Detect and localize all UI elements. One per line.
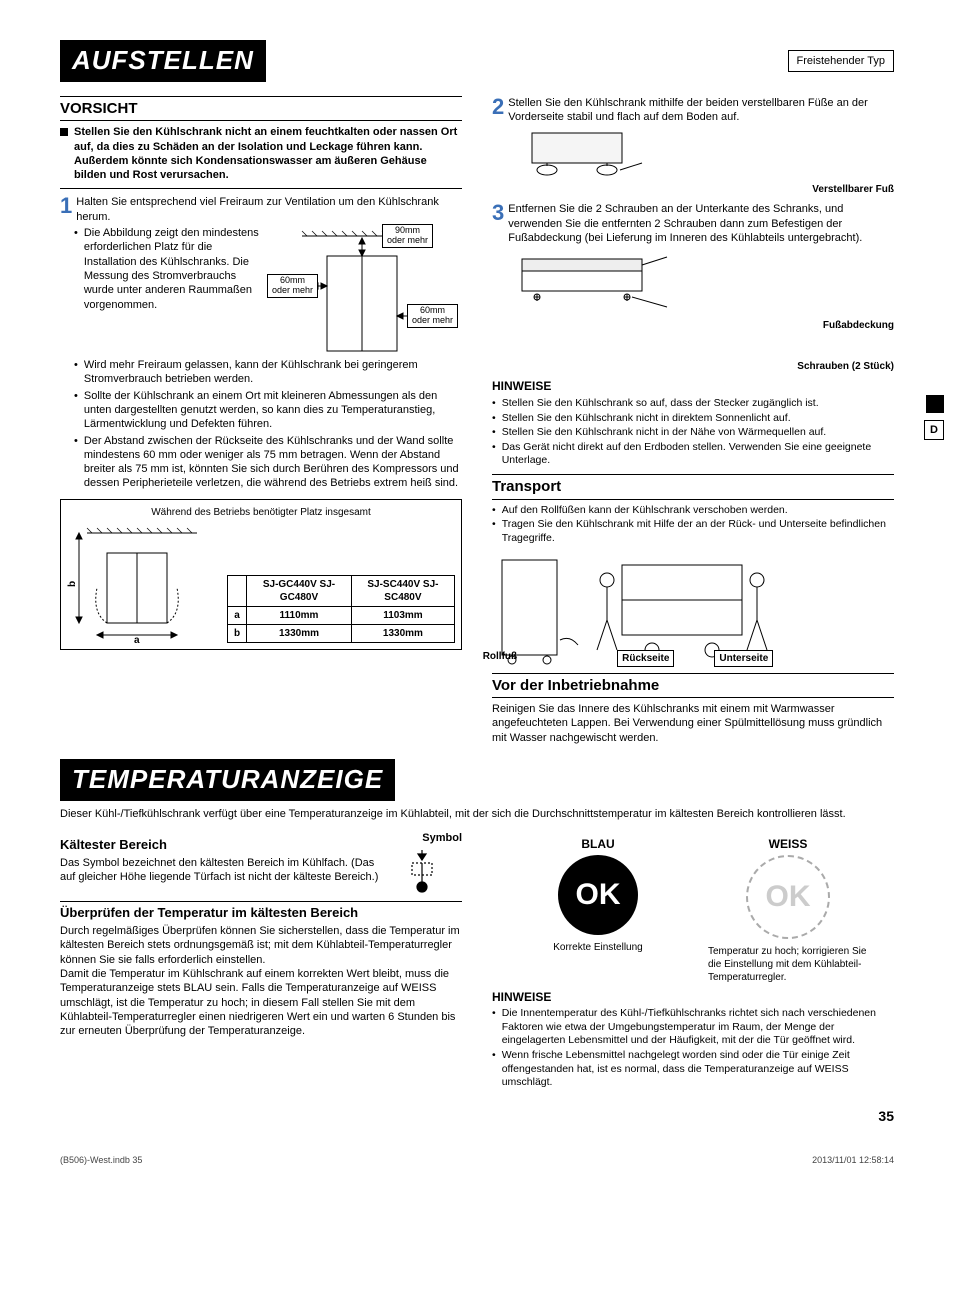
dim-sub-2: oder mehr: [272, 285, 313, 295]
check-title: Überprüfen der Temperatur im kältesten B…: [60, 901, 462, 922]
kb-text: Das Symbol bezeichnet den kältesten Bere…: [60, 856, 392, 885]
section-header-1: AUFSTELLEN Freistehender Typ: [60, 40, 894, 82]
cover-label-1: Fußabdeckung: [492, 319, 894, 332]
type-label: Freistehender Typ: [788, 50, 894, 72]
cell-a1: 1110mm: [247, 606, 352, 624]
transport-title: Transport: [492, 474, 894, 500]
weiss-head: WEISS: [708, 837, 868, 853]
print-footer: (B506)-West.indb 35 2013/11/01 12:58:14: [60, 1155, 894, 1167]
check-text: Durch regelmäßiges Überprüfen können Sie…: [60, 924, 462, 1038]
dim-sub-1: oder mehr: [387, 235, 428, 245]
clearance-figure: 90mmoder mehr 60mmoder mehr 60mmoder meh…: [272, 226, 462, 356]
transport-b2: •Tragen Sie den Kühlschrank mit Hilfe de…: [492, 518, 894, 545]
transport-l3: Unterseite: [714, 650, 773, 667]
blau-head: BLAU: [518, 837, 678, 853]
square-bullet-icon: [60, 128, 68, 136]
step-number-2: 2: [492, 96, 504, 125]
step1-b3: •Sollte der Kühlschrank an einem Ort mit…: [74, 389, 462, 432]
th-1: SJ-GC440V SJ-GC480V: [247, 575, 352, 606]
weiss-caption: Temperatur zu hoch; korrigieren Sie die …: [708, 945, 868, 984]
dim-back: 60mm: [420, 305, 445, 315]
heading-aufstellen: AUFSTELLEN: [60, 40, 266, 82]
hinweise1-b2: •Stellen Sie den Kühlschrank nicht in di…: [492, 412, 894, 426]
step-2: 2 Stellen Sie den Kühlschrank mithilfe d…: [492, 96, 894, 125]
dim-side: 60mm: [280, 275, 305, 285]
kb-title: Kältester Bereich: [60, 837, 392, 854]
dim-sub-3: oder mehr: [412, 315, 453, 325]
language-tab: D: [924, 420, 944, 440]
footer-file: (B506)-West.indb 35: [60, 1155, 142, 1167]
step-3: 3 Entfernen Sie die 2 Schrauben an der U…: [492, 202, 894, 245]
heading-temperatur: TEMPERATURANZEIGE: [60, 759, 395, 801]
space-table: SJ-GC440V SJ-GC480VSJ-SC440V SJ-SC480V a…: [227, 575, 455, 643]
ok-white-icon: OK: [746, 855, 830, 939]
transport-figure: Rollfuß Rückseite Unterseite: [492, 550, 894, 667]
ok-indicators: BLAU OK Korrekte Einstellung WEISS OK Te…: [492, 837, 894, 984]
svg-text:a: a: [134, 635, 140, 643]
vorsicht-text: Stellen Sie den Kühlschrank nicht an ein…: [74, 125, 462, 182]
space-caption: Während des Betriebs benötigter Platz in…: [67, 506, 455, 519]
ok-blue-icon: OK: [558, 855, 638, 935]
blau-caption: Korrekte Einstellung: [518, 941, 678, 954]
vorsicht-title: VORSICHT: [60, 96, 462, 122]
step-1: 1 Halten Sie entsprechend viel Freiraum …: [60, 195, 462, 224]
hinweise-title-2: HINWEISE: [492, 990, 894, 1006]
hinweise-title-1: HINWEISE: [492, 379, 894, 395]
dim-top: 90mm: [395, 225, 420, 235]
transport-l1: Rollfuß: [483, 650, 517, 667]
footer-time: 2013/11/01 12:58:14: [812, 1155, 894, 1167]
th-2: SJ-SC440V SJ-SC480V: [351, 575, 454, 606]
kb-symbol-label: Symbol: [402, 831, 462, 845]
step1-b4: •Der Abstand zwischen der Rückseite des …: [74, 434, 462, 491]
temp-h2: •Wenn frische Lebensmittel nachgelegt wo…: [492, 1049, 894, 1090]
foot-label: Verstellbarer Fuß: [492, 183, 894, 196]
step-2-text: Stellen Sie den Kühlschrank mithilfe der…: [508, 96, 894, 125]
cover-label-2: Schrauben (2 Stück): [492, 360, 894, 373]
temp-intro: Dieser Kühl-/Tiefkühlschrank verfügt übe…: [60, 807, 894, 821]
cell-b1: 1330mm: [247, 624, 352, 642]
vorsicht-warning: Stellen Sie den Kühlschrank nicht an ein…: [60, 125, 462, 182]
hinweise1-b3: •Stellen Sie den Kühlschrank nicht in de…: [492, 426, 894, 440]
step-1-intro: Halten Sie entsprechend viel Freiraum zu…: [76, 195, 462, 224]
transport-l2: Rückseite: [617, 650, 674, 667]
svg-text:b: b: [67, 581, 78, 587]
page-number: 35: [60, 1107, 894, 1125]
transport-b1: •Auf den Rollfüßen kann der Kühlschrank …: [492, 504, 894, 518]
cell-b2: 1330mm: [351, 624, 454, 642]
step1-b1: •Die Abbildung zeigt den mindestens erfo…: [74, 226, 266, 312]
temp-h1: •Die Innentemperatur des Kühl-/Tiefkühls…: [492, 1007, 894, 1048]
hinweise1-b4: •Das Gerät nicht direkt auf den Erdboden…: [492, 441, 894, 468]
step-3-text: Entfernen Sie die 2 Schrauben an der Unt…: [508, 202, 894, 245]
foot-figure: Verstellbarer Fuß: [492, 128, 894, 196]
vor-text: Reinigen Sie das Innere des Kühlschranks…: [492, 702, 894, 745]
step-number-1: 1: [60, 195, 72, 224]
thermometer-icon: [402, 845, 442, 895]
edge-marker: [926, 395, 944, 413]
space-figure: Während des Betriebs benötigter Platz in…: [60, 499, 462, 650]
step1-b2: •Wird mehr Freiraum gelassen, kann der K…: [74, 358, 462, 387]
vor-title: Vor der Inbetriebnahme: [492, 673, 894, 699]
cover-figure: Fußabdeckung Schrauben (2 Stück): [492, 249, 894, 373]
step-number-3: 3: [492, 202, 504, 245]
hinweise1-b1: •Stellen Sie den Kühlschrank so auf, das…: [492, 397, 894, 411]
cell-a2: 1103mm: [351, 606, 454, 624]
